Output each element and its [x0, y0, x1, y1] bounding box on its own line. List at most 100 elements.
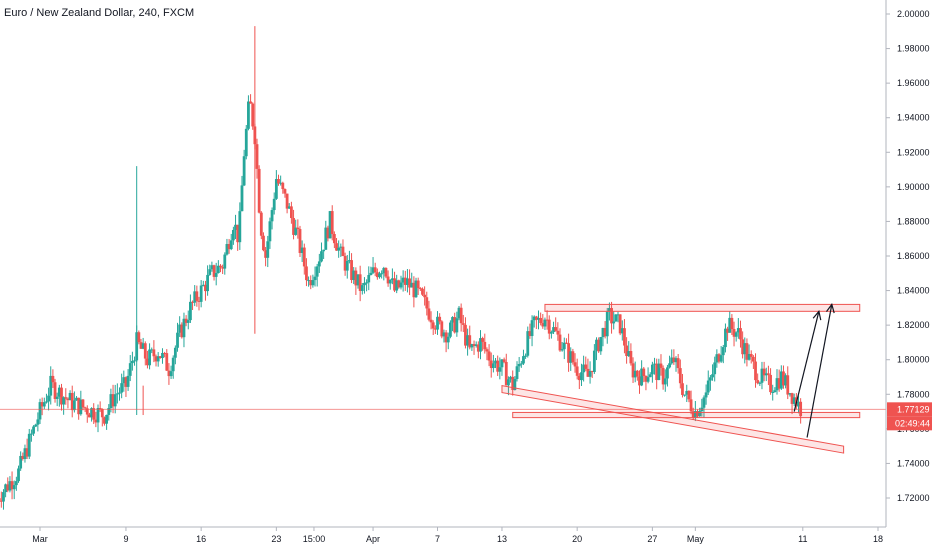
candle-body	[577, 375, 581, 381]
candle-body	[537, 317, 540, 320]
candle-body	[769, 374, 772, 393]
candle-body	[212, 265, 216, 277]
candle-body	[365, 282, 369, 284]
candle-body	[373, 267, 377, 273]
candle-body	[627, 351, 631, 357]
candle-body	[524, 355, 528, 357]
candle-body	[290, 206, 293, 219]
candle-body	[511, 376, 515, 391]
candle-body	[186, 320, 190, 323]
candle-body	[696, 411, 699, 417]
candle-body	[472, 344, 476, 346]
candle-body	[519, 363, 523, 365]
candle-body	[517, 363, 521, 367]
candle-body	[51, 375, 55, 383]
trend-channel[interactable]	[501, 385, 845, 454]
candle-body	[393, 278, 396, 291]
candle-body	[169, 371, 173, 377]
candle-body	[197, 300, 201, 302]
candle-body	[388, 279, 392, 284]
candle-body	[655, 363, 659, 381]
candle-body	[603, 327, 607, 337]
candle-body	[481, 338, 485, 342]
candle-body	[189, 301, 192, 321]
candle-body	[356, 274, 360, 286]
candle-body	[530, 320, 534, 337]
candle-body	[27, 433, 31, 457]
candle-body	[408, 278, 411, 288]
candle-body	[734, 332, 738, 337]
candle-body	[332, 234, 336, 244]
candle-body	[21, 455, 25, 459]
candle-body	[8, 481, 12, 491]
candle-body	[773, 390, 777, 393]
candle-body	[184, 318, 188, 323]
candle-body	[745, 343, 749, 360]
candle-body	[741, 339, 745, 355]
candle-body	[49, 375, 53, 396]
candle-body	[468, 335, 472, 348]
candle-body	[270, 210, 274, 222]
candle-body	[797, 401, 800, 407]
candle-body	[247, 101, 250, 129]
candle-body	[713, 362, 717, 375]
candle-body	[152, 349, 156, 357]
candle-body	[251, 103, 255, 127]
candle-body	[436, 316, 439, 330]
candle-body	[156, 356, 160, 362]
candle-body	[176, 332, 179, 348]
candle-body	[756, 380, 760, 384]
x-tick-label: 9	[123, 534, 128, 544]
y-tick-label: 1.96000	[897, 78, 930, 88]
chart-title: Euro / New Zealand Dollar, 240, FXCM	[4, 7, 195, 19]
candle-body	[749, 353, 753, 357]
candle-body	[704, 392, 708, 398]
candle-body	[324, 227, 328, 250]
candle-body	[83, 407, 87, 409]
candle-body	[81, 399, 85, 408]
plot-area[interactable]	[0, 26, 803, 510]
candle-body	[199, 285, 203, 302]
candle-body	[595, 339, 598, 351]
candle-body	[292, 218, 295, 235]
candle-body	[640, 368, 644, 386]
projection-arrow[interactable]	[806, 304, 833, 438]
candle-body	[444, 332, 448, 343]
candle-body	[608, 308, 611, 312]
candle-body	[754, 361, 757, 381]
drawing-overlays[interactable]	[0, 303, 886, 454]
candle-body	[360, 285, 364, 291]
candle-body	[457, 307, 461, 319]
candle-body	[311, 280, 315, 286]
candle-body	[216, 265, 220, 274]
candle-body	[399, 282, 403, 288]
candle-body	[790, 393, 794, 404]
countdown-box	[887, 416, 932, 431]
candle-body	[470, 344, 474, 348]
candle-body	[137, 332, 141, 343]
candle-body	[266, 241, 270, 258]
arrow-head	[812, 309, 822, 321]
zone-support[interactable]	[512, 411, 861, 419]
candle-body	[75, 397, 78, 401]
zone-resistance[interactable]	[544, 303, 861, 312]
candle-body	[543, 319, 547, 327]
candle-body	[79, 399, 83, 415]
candle-body	[118, 392, 121, 394]
candle-body	[661, 367, 665, 385]
candle-body	[390, 278, 394, 280]
candle-body	[588, 370, 592, 377]
candle-body	[534, 316, 538, 320]
candle-body	[771, 392, 775, 394]
x-tick-label: Apr	[366, 534, 380, 544]
candle-body	[764, 373, 768, 376]
candle-body	[10, 481, 14, 490]
time-axis[interactable]: Mar 9 16 23 15:00 Apr 7 13 20 27 May 11 18	[32, 527, 883, 544]
candle-body	[455, 318, 459, 333]
candle-body	[747, 353, 751, 360]
candle-body	[163, 352, 167, 354]
candle-body	[504, 361, 508, 386]
projection-arrow[interactable]	[793, 311, 820, 412]
candle-body	[414, 280, 418, 298]
